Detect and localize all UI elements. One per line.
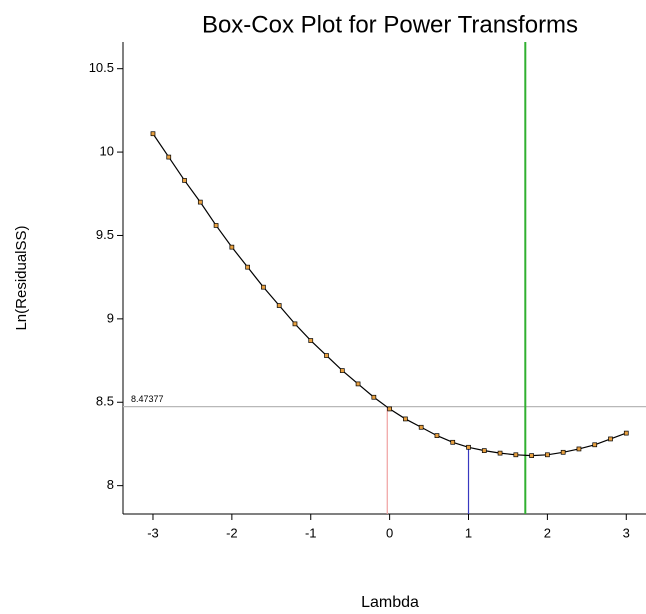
reference-label: 8.47377 [131, 394, 164, 404]
point [197, 199, 203, 205]
point [576, 446, 582, 452]
y-tick-label: 9 [107, 310, 114, 325]
x-tick-label: 2 [544, 525, 551, 540]
point [324, 353, 329, 358]
point [560, 449, 566, 455]
point [623, 430, 629, 436]
point [418, 424, 424, 430]
point [213, 223, 219, 228]
point [339, 368, 345, 373]
point [229, 244, 235, 250]
y-axis-label: Ln(ResidualSS) [13, 225, 30, 330]
x-tick-label: 3 [623, 525, 630, 540]
point [308, 338, 314, 343]
point [497, 450, 503, 456]
y-tick-label: 8 [107, 477, 114, 492]
point [276, 303, 282, 308]
point [292, 321, 298, 327]
point [545, 452, 550, 458]
y-tick-label: 9.5 [96, 227, 114, 242]
x-tick-label: -1 [305, 525, 317, 540]
point [261, 284, 266, 290]
point [150, 131, 156, 137]
point [450, 439, 456, 445]
y-tick-label: 10 [100, 144, 114, 159]
point [608, 436, 613, 442]
point [166, 154, 172, 160]
point [245, 264, 250, 270]
y-tick-label: 10.5 [89, 60, 114, 75]
x-axis-label: Lambda [361, 594, 419, 611]
point [529, 453, 534, 458]
point [513, 452, 519, 458]
point [403, 416, 408, 422]
point [481, 448, 487, 453]
point [466, 444, 471, 450]
y-tick-label: 8.5 [96, 394, 114, 409]
point [182, 178, 187, 183]
chart-title: Box-Cox Plot for Power Transforms [202, 11, 578, 38]
x-tick-label: 1 [465, 525, 472, 540]
x-tick-label: -3 [147, 525, 159, 540]
point [387, 406, 392, 412]
x-tick-label: -2 [226, 525, 238, 540]
point [434, 433, 440, 438]
point [592, 442, 598, 448]
x-tick-label: 0 [386, 525, 393, 540]
point [371, 394, 377, 400]
point [355, 381, 361, 387]
